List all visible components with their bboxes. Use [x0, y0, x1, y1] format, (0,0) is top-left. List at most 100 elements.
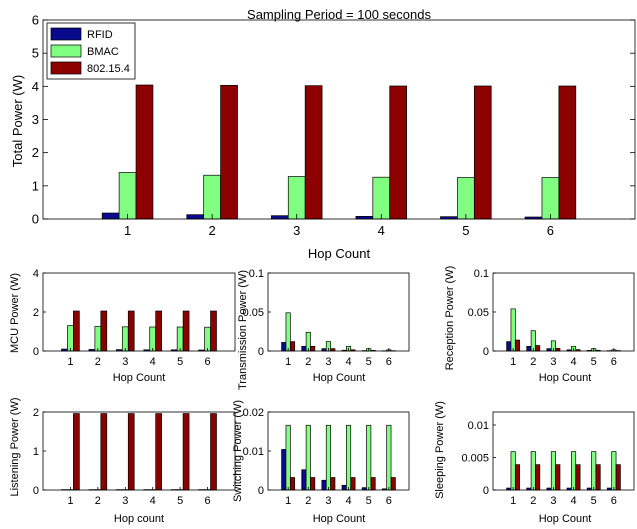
main-bar-s1-c2 — [287, 176, 306, 220]
legend-swatch-1 — [50, 44, 82, 58]
main-legend: RFID BMAC 802.15.4 — [46, 22, 136, 80]
main-bar-s2-c0 — [135, 84, 154, 220]
mcu-power-chart: Hop Count MCU Power (W) 0 2 4 1 2 3 4 5 6 — [9, 268, 236, 384]
reception-x-axis-label: Hop Count — [539, 372, 592, 384]
legend-label-1: BMAC — [87, 46, 119, 58]
sleeping-bar-s2-c1 — [535, 464, 541, 491]
main-ytick-label-2: 2 — [32, 145, 39, 160]
switching-bar-s2-c4 — [370, 477, 376, 491]
reception-bar-s0-c0 — [506, 341, 512, 352]
main-ytick-label-4: 4 — [32, 79, 39, 94]
main-xtick-label-0: 1 — [124, 223, 131, 238]
main-ytick-label-6: 6 — [32, 13, 39, 28]
mcu-bar-s2-c0 — [73, 310, 80, 352]
listening-y-axis-label: Listening Power (W) — [9, 397, 21, 496]
switching-bar-s1-c2 — [325, 424, 331, 491]
sleeping-bar-s1-c0 — [510, 451, 516, 491]
reception-xtick-label-4: 5 — [591, 356, 597, 368]
main-xtick-label-2: 3 — [293, 223, 300, 238]
listening-xtick-label-0: 1 — [67, 495, 73, 507]
transmission-power-chart: Hop Count Transmission Power (W) 0 0.05 0.… — [237, 268, 410, 390]
switching-bar-s1-c4 — [366, 424, 372, 491]
switching-ytick-label-0: 0 — [258, 485, 264, 497]
switching-x-axis-label: Hop Count — [313, 513, 366, 525]
sleeping-ytick-label-0: 0 — [483, 485, 489, 497]
listening-ytick-label-2: 2 — [33, 407, 39, 419]
mcu-x-axis-label: Hop Count — [113, 372, 166, 384]
reception-xtick-label-3: 4 — [571, 356, 577, 368]
main-bar-s1-c4 — [457, 177, 475, 220]
transmission-y-axis-label: Transmission Power (W) — [237, 270, 249, 390]
mcu-bar-s2-c1 — [100, 310, 108, 352]
mcu-ytick-label-2: 4 — [33, 268, 39, 280]
main-xtick-label-5: 6 — [547, 223, 554, 238]
mcu-bar-s1-c2 — [121, 326, 129, 352]
listening-bar-s2-c0 — [73, 413, 80, 491]
switching-bar-s2-c5 — [390, 477, 396, 491]
main-bar-s1-c5 — [541, 177, 560, 220]
mcu-xtick-label-4: 5 — [177, 356, 183, 368]
mcu-xtick-label-2: 3 — [122, 356, 128, 368]
main-ytick-label-3: 3 — [32, 112, 39, 127]
mcu-y-axis-label: MCU Power (W) — [9, 273, 21, 353]
mcu-ytick-label-1: 2 — [33, 307, 39, 319]
listening-xtick-label-3: 4 — [150, 495, 156, 507]
switching-y-axis-label: Switching Power (W) — [232, 400, 244, 502]
switching-bar-s0-c2 — [321, 479, 327, 491]
main-bar-s2-c5 — [558, 85, 577, 220]
reception-ytick-label-1: 0.05 — [468, 307, 489, 319]
listening-xtick-label-1: 2 — [95, 495, 101, 507]
mcu-bar-s2-c2 — [127, 310, 135, 352]
listening-bar-s2-c4 — [182, 413, 190, 491]
listening-power-chart: Hop count Listening Power (W) 0 1 2 1 2 3 4 5 6 — [9, 397, 236, 525]
reception-xtick-label-5: 6 — [611, 356, 617, 368]
reception-bar-s1-c1 — [530, 330, 536, 352]
switching-ytick-label-2: 0.02 — [243, 407, 264, 419]
transmission-xtick-label-0: 1 — [285, 356, 291, 368]
switching-bar-s1-c0 — [285, 424, 291, 491]
switching-bar-s2-c3 — [350, 477, 356, 491]
main-ytick-label-5: 5 — [32, 46, 39, 61]
switching-bar-s0-c3 — [341, 484, 347, 491]
switching-bar-s2-c1 — [310, 477, 316, 491]
switching-bar-s0-c1 — [301, 469, 307, 491]
reception-xtick-label-1: 2 — [530, 356, 536, 368]
reception-xtick-label-0: 1 — [510, 356, 516, 368]
mcu-bar-s2-c3 — [155, 310, 162, 352]
switching-xtick-label-0: 1 — [285, 495, 291, 507]
sleeping-bar-s2-c4 — [595, 464, 601, 491]
transmission-bar-s0-c0 — [281, 342, 287, 352]
sleeping-xtick-label-1: 2 — [530, 495, 536, 507]
reception-bar-s0-c1 — [526, 345, 532, 352]
main-x-axis-label: Hop Count — [308, 246, 371, 261]
legend-swatch-0 — [50, 27, 82, 41]
mcu-xtick-label-0: 1 — [67, 356, 73, 368]
listening-x-axis-label: Hop count — [114, 513, 164, 525]
transmission-bar-s0-c1 — [301, 345, 307, 352]
transmission-ytick-label-0: 0 — [258, 346, 264, 358]
switching-xtick-label-3: 4 — [346, 495, 352, 507]
main-xtick-label-1: 2 — [209, 223, 216, 238]
mcu-ytick-label-0: 0 — [33, 346, 39, 358]
sleeping-bar-s2-c0 — [514, 464, 521, 491]
sleeping-y-axis-label: Sleeping Power (W) — [434, 401, 446, 499]
main-y-axis-label: Total Power (W) — [10, 75, 25, 167]
transmission-xtick-label-2: 3 — [325, 356, 331, 368]
transmission-x-axis-label: Hop Count — [313, 372, 366, 384]
listening-plot-frame — [42, 411, 236, 491]
transmission-bar-s2-c1 — [310, 345, 316, 352]
transmission-xtick-label-1: 2 — [305, 356, 311, 368]
switching-xtick-label-2: 3 — [325, 495, 331, 507]
switching-xtick-label-1: 2 — [305, 495, 311, 507]
sleeping-bar-s1-c4 — [591, 451, 597, 491]
mcu-bar-s1-c3 — [149, 326, 157, 352]
legend-label-2: 802.15.4 — [87, 63, 130, 75]
sleeping-bar-s2-c2 — [555, 464, 561, 491]
listening-bar-s2-c5 — [210, 413, 217, 491]
main-bar-s2-c3 — [389, 85, 407, 220]
switching-power-chart: Hop Count Switching Power (W) 0 0.01 0.02 1… — [232, 400, 410, 525]
transmission-bar-s2-c0 — [289, 341, 296, 352]
transmission-ytick-label-1: 0.05 — [243, 307, 264, 319]
listening-xtick-label-2: 3 — [122, 495, 128, 507]
